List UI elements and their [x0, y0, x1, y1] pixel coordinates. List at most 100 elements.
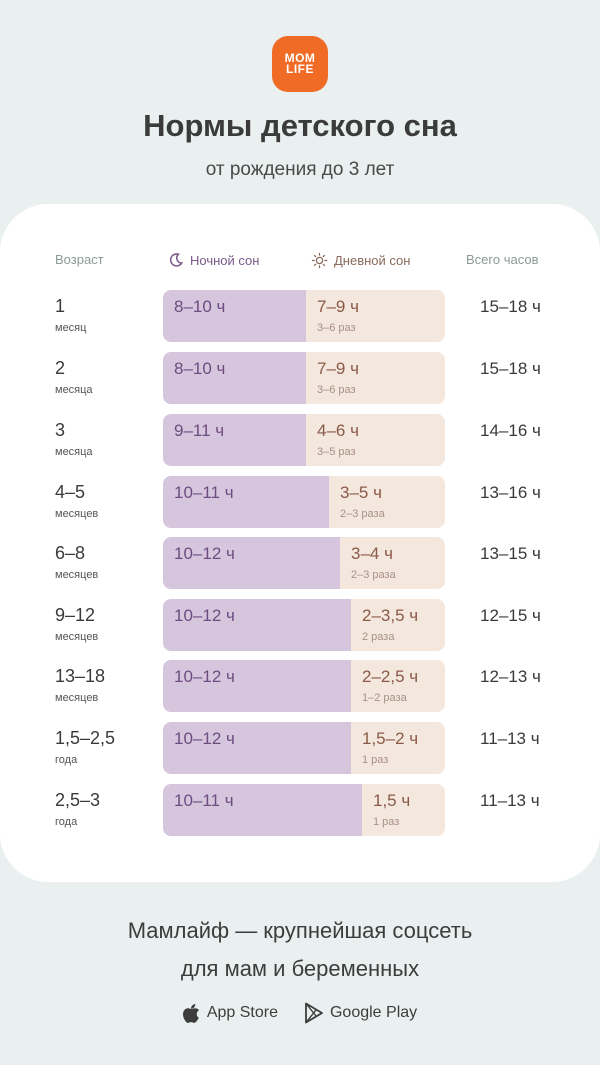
- night-sleep-value: 10–12 ч: [174, 667, 235, 686]
- age-value: 13–18: [55, 666, 106, 686]
- age-unit: года: [55, 754, 78, 766]
- age-value: 4–5: [55, 482, 86, 502]
- day-sleep-value: 2–3,5 ч: [362, 606, 419, 625]
- age-unit: месяц: [55, 322, 87, 334]
- table-row: 4–5 месяцев 10–11 ч 3–5 ч 2–3 раза 13–16 ч: [0, 476, 600, 528]
- total-hours-value: 12–15 ч: [480, 606, 541, 625]
- total-hours-value: 13–16 ч: [480, 483, 541, 502]
- header-night: Ночной сон: [168, 252, 259, 268]
- age-unit: месяца: [55, 384, 93, 396]
- total-hours-value: 13–15 ч: [480, 544, 541, 563]
- total-hours-value: 15–18 ч: [480, 359, 541, 378]
- table-row: 3 месяца 9–11 ч 4–6 ч 3–5 раз 14–16 ч: [0, 414, 600, 466]
- total-hours-value: 12–13 ч: [480, 667, 541, 686]
- google-play-link[interactable]: Google Play: [304, 1002, 417, 1024]
- moon-icon: [169, 253, 184, 267]
- night-sleep-value: 10–12 ч: [174, 606, 235, 625]
- header-total: Всего часов: [466, 252, 538, 267]
- age-value: 1,5–2,5: [55, 728, 116, 748]
- night-sleep-bar: 10–12 ч: [163, 537, 340, 589]
- day-sleep-times: 1–2 раза: [362, 692, 407, 704]
- table-row: 1,5–2,5 года 10–12 ч 1,5–2 ч 1 раз 11–13 ч: [0, 722, 600, 774]
- header-day: Дневной сон: [311, 252, 410, 269]
- night-sleep-value: 10–11 ч: [174, 791, 234, 810]
- sun-icon: [311, 252, 328, 269]
- age-unit: месяца: [55, 446, 93, 458]
- day-sleep-value: 1,5 ч: [373, 791, 411, 810]
- age-value: 2: [55, 358, 66, 378]
- day-sleep-times: 2–3 раза: [351, 569, 396, 581]
- store-links: App Store Google Play: [0, 1002, 600, 1024]
- day-sleep-times: 2 раза: [362, 631, 395, 643]
- day-sleep-bar: 2–3,5 ч 2 раза: [351, 599, 445, 651]
- night-sleep-bar: 9–11 ч: [163, 414, 306, 466]
- header-age: Возраст: [55, 252, 104, 267]
- day-sleep-times: 3–5 раз: [317, 446, 356, 458]
- day-sleep-bar: 2–2,5 ч 1–2 раза: [351, 660, 445, 712]
- day-sleep-times: 1 раз: [373, 816, 400, 828]
- night-sleep-value: 8–10 ч: [174, 297, 226, 316]
- header-night-label: Ночной сон: [190, 252, 260, 268]
- page-title: Нормы детского сна: [143, 108, 457, 143]
- page-subtitle: от рождения до 3 лет: [205, 159, 395, 180]
- header-age-label: Возраст: [55, 252, 104, 267]
- age-unit: месяцев: [55, 631, 99, 643]
- age-unit: месяцев: [55, 692, 99, 704]
- night-sleep-bar: 10–12 ч: [163, 599, 351, 651]
- day-sleep-times: 1 раз: [362, 754, 389, 766]
- table-row: 13–18 месяцев 10–12 ч 2–2,5 ч 1–2 раза 12–13 …: [0, 660, 600, 712]
- age-unit: месяцев: [55, 508, 99, 520]
- day-sleep-value: 1,5–2 ч: [362, 729, 419, 748]
- day-sleep-bar: 1,5–2 ч 1 раз: [351, 722, 445, 774]
- day-sleep-bar: 4–6 ч 3–5 раз: [306, 414, 445, 466]
- table-row: 2 месяца 8–10 ч 7–9 ч 3–6 раз 15–18 ч: [0, 352, 600, 404]
- night-sleep-value: 10–12 ч: [174, 729, 235, 748]
- day-sleep-value: 7–9 ч: [317, 297, 359, 316]
- total-hours-value: 11–13 ч: [480, 791, 540, 810]
- night-sleep-bar: 10–11 ч: [163, 784, 362, 836]
- age-value: 9–12: [55, 605, 96, 625]
- age-unit: месяцев: [55, 569, 99, 581]
- table-row: 2,5–3 года 10–11 ч 1,5 ч 1 раз 11–13 ч: [0, 784, 600, 836]
- total-hours-value: 11–13 ч: [480, 729, 540, 748]
- age-value: 3: [55, 420, 66, 440]
- header-total-label: Всего часов: [466, 252, 539, 267]
- momlife-logo: MOM LIFE: [272, 36, 328, 92]
- table-row: 1 месяц 8–10 ч 7–9 ч 3–6 раз 15–18 ч: [0, 290, 600, 342]
- night-sleep-value: 10–11 ч: [174, 483, 234, 502]
- night-sleep-value: 10–12 ч: [174, 544, 235, 563]
- day-sleep-times: 3–6 раз: [317, 384, 356, 396]
- night-sleep-bar: 10–12 ч: [163, 722, 351, 774]
- google-play-label: Google Play: [329, 1004, 418, 1021]
- night-sleep-value: 9–11 ч: [174, 421, 225, 440]
- play-icon: [305, 1002, 323, 1024]
- day-sleep-value: 7–9 ч: [317, 359, 359, 378]
- footer-tagline-1: Мамлайф — крупнейшая соцсеть: [127, 918, 473, 943]
- total-hours-value: 15–18 ч: [480, 297, 541, 316]
- header-day-label: Дневной сон: [334, 253, 411, 268]
- age-value: 6–8: [55, 543, 86, 563]
- app-store-link[interactable]: App Store: [182, 1002, 278, 1024]
- app-store-label: App Store: [206, 1004, 278, 1021]
- table-row: 6–8 месяцев 10–12 ч 3–4 ч 2–3 раза 13–15 ч: [0, 537, 600, 589]
- night-sleep-bar: 10–11 ч: [163, 476, 329, 528]
- table-row: 9–12 месяцев 10–12 ч 2–3,5 ч 2 раза 12–15 ч: [0, 599, 600, 651]
- logo-line1: MOM: [284, 51, 316, 65]
- day-sleep-times: 2–3 раза: [340, 508, 385, 520]
- night-sleep-value: 8–10 ч: [174, 359, 226, 378]
- age-value: 1: [55, 296, 66, 316]
- day-sleep-times: 3–6 раз: [317, 322, 356, 334]
- night-sleep-bar: 8–10 ч: [163, 290, 306, 342]
- day-sleep-bar: 3–4 ч 2–3 раза: [340, 537, 445, 589]
- day-sleep-value: 3–4 ч: [351, 544, 393, 563]
- day-sleep-value: 4–6 ч: [317, 421, 359, 440]
- day-sleep-value: 3–5 ч: [340, 483, 382, 502]
- age-value: 2,5–3: [55, 790, 101, 810]
- night-sleep-bar: 8–10 ч: [163, 352, 306, 404]
- age-unit: года: [55, 816, 78, 828]
- day-sleep-bar: 1,5 ч 1 раз: [362, 784, 445, 836]
- logo-line2: LIFE: [286, 62, 314, 76]
- footer-tagline-2: для мам и беременных: [180, 956, 420, 981]
- day-sleep-bar: 3–5 ч 2–3 раза: [329, 476, 445, 528]
- day-sleep-bar: 7–9 ч 3–6 раз: [306, 352, 445, 404]
